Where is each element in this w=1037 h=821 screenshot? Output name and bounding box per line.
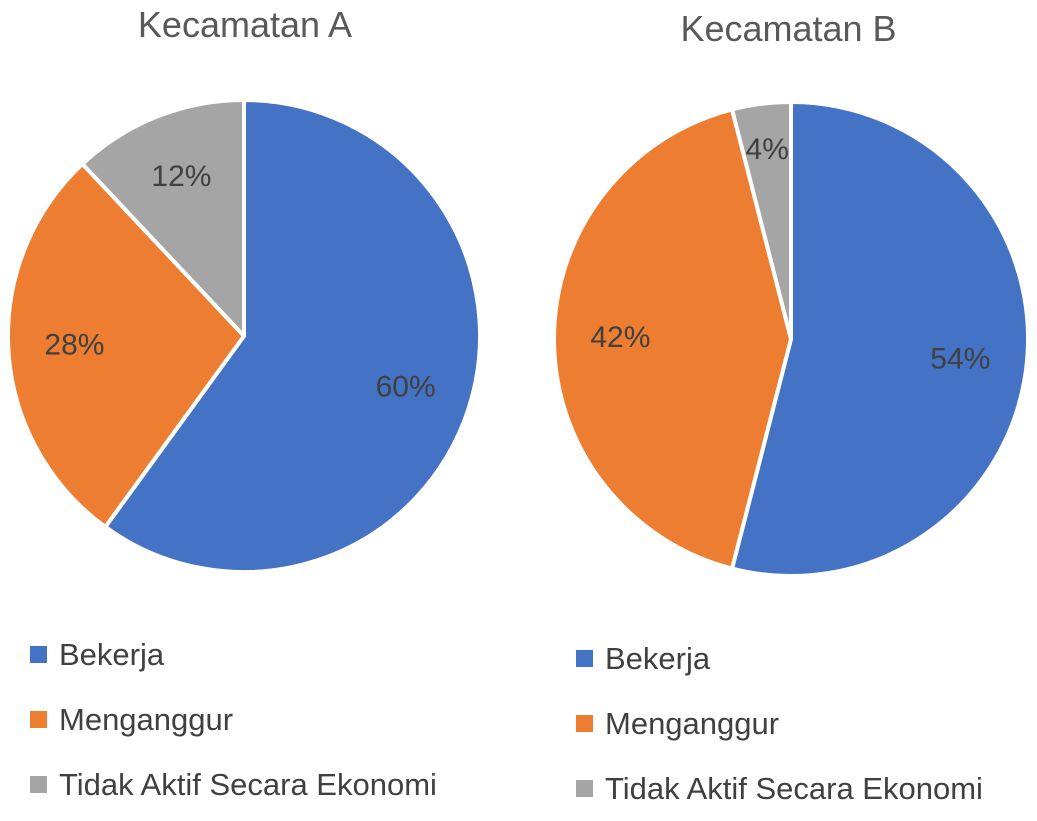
legend-label: Bekerja (59, 636, 165, 672)
legend-label: Tidak Aktif Secara Ekonomi (605, 770, 983, 806)
legend: Bekerja Menganggur Tidak Aktif Secara Ekon… (30, 622, 437, 817)
legend-label: Tidak Aktif Secara Ekonomi (59, 766, 437, 802)
legend-swatch (576, 650, 593, 667)
pie-chart-kecamatan-b: Kecamatan B 54% 42% 4% Bekerja Menganggur Ti… (540, 0, 1037, 806)
pie-slice-tidak-aktif-secara-ekonomi (730, 100, 793, 341)
data-label: 4% (746, 133, 789, 166)
pie-area: 54% 42% 4% (552, 100, 1030, 578)
pie-slice-menganggur (6, 161, 246, 529)
legend-item: Menganggur (576, 691, 983, 756)
pie-slice-menganggur (552, 107, 793, 571)
legend-swatch (30, 776, 47, 793)
legend-item: Bekerja (30, 622, 437, 687)
legend-item: Bekerja (576, 626, 983, 691)
legend-label: Menganggur (605, 705, 780, 741)
data-label: 60% (376, 370, 436, 403)
data-label: 42% (590, 321, 650, 354)
chart-title: Kecamatan B (680, 8, 897, 49)
data-label: 28% (44, 329, 104, 362)
legend-label: Bekerja (605, 640, 711, 676)
legend-swatch (30, 646, 47, 663)
pie-chart-kecamatan-a: Kecamatan A 60% 28% 12% Bekerja Menganggur T… (0, 0, 500, 806)
legend-item: Tidak Aktif Secara Ekonomi (30, 752, 437, 817)
pie-slice-tidak-aktif-secara-ekonomi (80, 98, 246, 338)
data-label: 54% (930, 342, 990, 375)
pie-slice-bekerja (730, 100, 1030, 578)
legend-swatch (30, 711, 47, 728)
legend-label: Menganggur (59, 701, 234, 737)
legend-item: Tidak Aktif Secara Ekonomi (576, 756, 983, 821)
legend-swatch (576, 715, 593, 732)
chart-title: Kecamatan A (137, 4, 353, 45)
legend: Bekerja Menganggur Tidak Aktif Secara Ekon… (576, 626, 983, 821)
pie-area: 60% 28% 12% (6, 98, 482, 574)
legend-swatch (576, 780, 593, 797)
pie-slice-bekerja (103, 98, 482, 574)
data-label: 12% (151, 160, 211, 193)
legend-item: Menganggur (30, 687, 437, 752)
